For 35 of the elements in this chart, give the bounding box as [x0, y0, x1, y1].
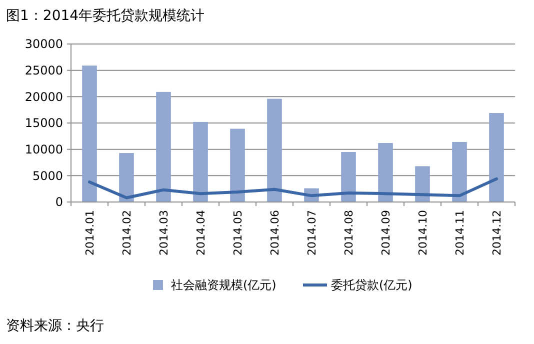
- y-tick-label: 10000: [24, 142, 63, 157]
- bar: [415, 166, 430, 202]
- bar: [230, 128, 245, 202]
- x-tick-label: 2014.10: [416, 210, 430, 256]
- y-tick-label: 25000: [24, 64, 63, 78]
- bar: [267, 98, 282, 202]
- x-tick-label: 2014.06: [268, 210, 282, 256]
- x-tick-label: 2014.04: [194, 210, 208, 256]
- y-tick-label: 5000: [32, 168, 63, 183]
- x-tick-label: 2014.01: [84, 210, 96, 256]
- y-tick-label: 0: [55, 195, 63, 210]
- y-tick-label: 15000: [24, 116, 63, 130]
- x-tick-label: 2014.12: [490, 210, 504, 256]
- bar: [489, 112, 504, 202]
- text: 资料来源：央行: [6, 318, 104, 334]
- x-tick-label: 2014.11: [454, 210, 466, 256]
- bar: [193, 122, 208, 202]
- chart-title: 图1：2014年委托贷款规模统计: [6, 8, 205, 24]
- x-tick-label: 2014.05: [232, 210, 244, 256]
- y-tick-label: 30000: [24, 37, 63, 52]
- line-series: [88, 177, 498, 200]
- legend-label: 社会融资规模(亿元): [171, 278, 276, 292]
- bar: [156, 92, 171, 202]
- x-tick-label: 2014.03: [158, 210, 170, 256]
- bar: [452, 142, 467, 202]
- x-tick-label: 2014.02: [120, 210, 134, 256]
- x-tick-label: 2014.07: [306, 210, 318, 256]
- bar: [378, 143, 393, 202]
- x-tick-label: 2014.09: [380, 210, 392, 256]
- bar: [341, 152, 356, 202]
- bar: [119, 153, 134, 202]
- bar: [82, 66, 97, 202]
- y-tick-label: 20000: [24, 90, 63, 104]
- legend-label: 委托贷款(亿元): [331, 278, 412, 292]
- x-tick-label: 2014.08: [342, 210, 356, 256]
